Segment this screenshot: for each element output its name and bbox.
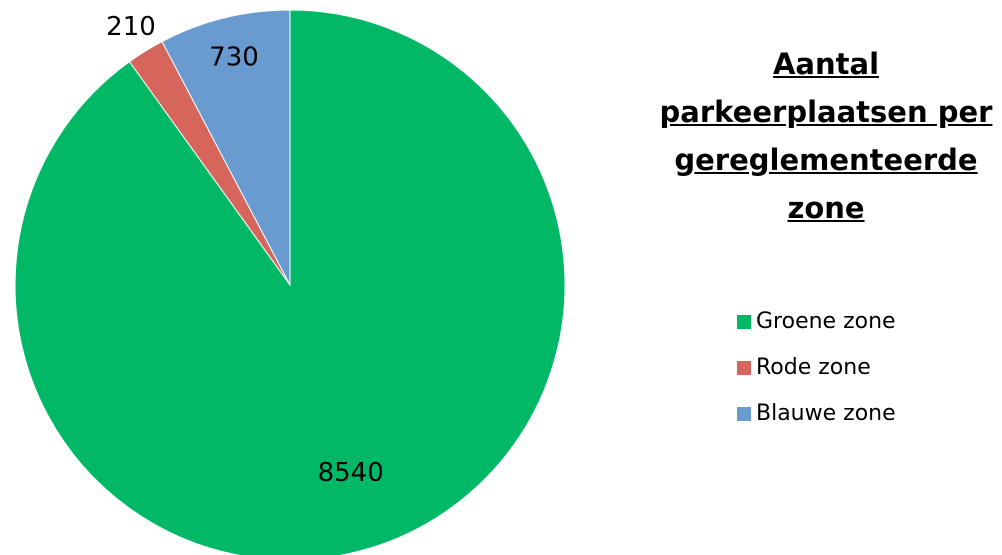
data-label: 8540 — [318, 458, 384, 488]
data-label: 210 — [106, 12, 156, 42]
legend-label: Blauwe zone — [756, 401, 896, 426]
legend-swatch — [737, 407, 751, 421]
chart-title: Aantal parkeerplaatsen per gereglementee… — [659, 47, 993, 225]
legend-swatch — [737, 361, 751, 375]
legend-label: Rode zone — [756, 355, 871, 380]
data-label: 730 — [209, 43, 259, 73]
pie-slice — [14, 9, 566, 555]
pie-slice — [161, 9, 291, 286]
legend-swatch — [737, 315, 751, 329]
legend-label: Groene zone — [756, 309, 896, 334]
